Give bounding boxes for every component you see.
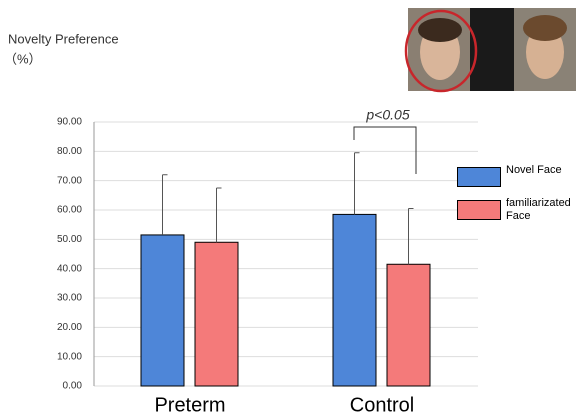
legend-label: familiarizated Face [506,197,566,223]
y-tick-label: 60.00 [57,205,82,216]
page: Novelty Preference （%） p<0.05 0.00 10.00 2… [0,0,585,416]
legend-swatch [457,200,501,220]
error-bar [217,188,222,242]
y-tick-label: 40.00 [57,263,82,274]
y-tick-label: 10.00 [57,351,82,362]
y-tick-label: 80.00 [57,146,82,157]
photos [406,8,576,91]
y-tick-label: 30.00 [57,293,82,304]
bar [141,235,184,386]
bar [387,264,430,386]
legend-label: Novel Face [506,164,566,177]
error-bar [163,175,168,235]
x-tick-label: Preterm [154,394,225,416]
annotation: p<0.05 [365,107,409,123]
chart-title: Novelty Preference [8,31,119,46]
y-tick-label: 50.00 [57,234,82,245]
legend-swatch [457,167,501,187]
chart-subtitle: （%） [4,51,42,66]
bar [195,242,238,386]
y-tick-label: 0.00 [63,381,83,392]
significance-bracket [354,127,416,174]
error-bar [355,153,360,215]
y-tick-label: 70.00 [57,175,82,186]
y-tick-label: 20.00 [57,322,82,333]
x-tick-label: Control [350,394,414,416]
bar [333,214,376,386]
y-tick-label: 90.00 [57,117,82,128]
error-bar [409,209,414,265]
